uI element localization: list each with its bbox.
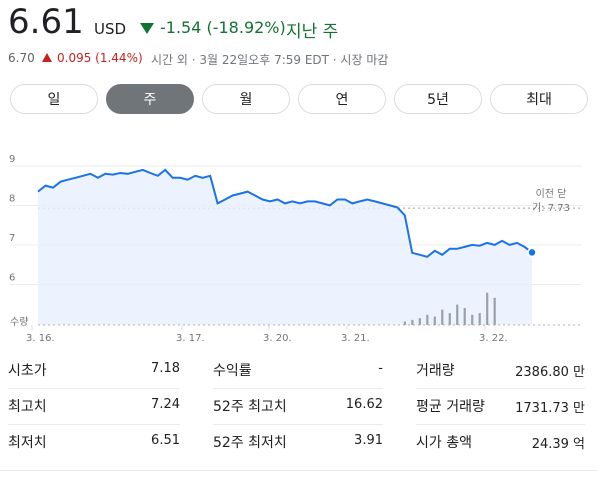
range-button-5year[interactable]: 5년 [394,84,482,114]
y-tick-label: 9 [9,154,15,165]
volume-bar [433,316,436,325]
stat-value: 7.24 [151,397,180,412]
stat-divider [8,388,180,389]
previous-close-label: 이전 닫 [536,188,567,200]
volume-bar [478,313,481,325]
volume-bar [448,313,451,325]
y-tick-label: 8 [9,194,15,205]
volume-bar [426,314,429,325]
up-arrow-icon [42,53,52,62]
range-button-year[interactable]: 연 [298,84,386,114]
range-button-week[interactable]: 주 [106,84,194,114]
after-hours-price: 6.70 [8,51,35,65]
price-change: -1.54 (-18.92%) [160,18,286,37]
stat-value: 24.39 억 [531,437,585,452]
volume-bars [403,292,496,325]
bottom-divider [0,470,598,471]
stat-label: 시초가 [8,363,47,379]
range-label: 최대 [526,92,552,108]
stat-divider [8,424,180,425]
stat-value: - [378,361,383,376]
x-tick-label: 3. 22. [479,333,508,344]
x-tick-label: 3. 20. [263,333,292,344]
price: 6.61 [8,2,84,42]
currency: USD [94,20,127,38]
range-button-day[interactable]: 일 [10,84,98,114]
price-chart[interactable]: 9 8 7 6 3. 16. 3. 17. 3. 20. 3. 21. 3. 22. 이전 닫… [0,140,598,350]
previous-close-label: 기: 7.73 [532,202,570,214]
stat-divider [416,424,585,425]
stat-value: 3.91 [354,433,383,448]
stat-label: 평균 거래량 [416,399,485,415]
range-label: 연 [335,92,349,108]
y-tick-label: 6 [9,273,15,284]
stat-label: 거래량 [416,363,455,379]
range-label: 5년 [427,92,449,108]
stat-label: 시가 총액 [416,435,472,451]
volume-bar [486,292,489,325]
volume-bar [493,297,496,325]
volume-bar [418,318,421,325]
stat-divider [416,388,585,389]
range-button-max[interactable]: 최대 [490,84,588,114]
current-price-marker [527,247,537,258]
stat-divider [213,424,383,425]
y-tick-label: 7 [9,233,15,244]
stat-divider [213,388,383,389]
down-arrow-icon [140,23,154,34]
volume-bar [456,304,459,325]
x-tick-label: 3. 17. [176,333,205,344]
price-area [38,169,532,325]
range-label: 일 [47,92,61,108]
stat-label: 수익률 [213,363,252,379]
x-tick-label: 3. 16. [26,333,55,344]
stat-value: 16.62 [345,397,383,412]
volume-bar [471,314,474,325]
stat-label: 52주 최저치 [213,435,287,451]
stat-label: 최고치 [8,399,47,415]
range-button-month[interactable]: 월 [202,84,290,114]
x-tick-label: 3. 21. [341,333,370,344]
volume-bar [411,319,414,325]
stat-value: 1731.73 만 [515,401,585,416]
after-hours-change: 0.095 (1.44%) [57,51,143,65]
stat-value: 7.18 [151,361,180,376]
range-label: 주 [143,92,157,108]
stat-value: 6.51 [151,433,180,448]
price-line [37,168,533,258]
stat-label: 52주 최고치 [213,399,287,415]
volume-bar [403,321,406,325]
after-hours-time: 시간 외 · 3월 22일오후 7:59 EDT · 시장 마감 [151,53,389,67]
volume-label: 수량 [10,316,28,328]
stat-label: 최저치 [8,435,47,451]
volume-bar [463,308,466,325]
range-label: 월 [239,92,253,108]
stat-value: 2386.80 만 [515,365,585,380]
volume-bar [441,309,444,325]
change-period: 지난 주 [286,22,339,42]
